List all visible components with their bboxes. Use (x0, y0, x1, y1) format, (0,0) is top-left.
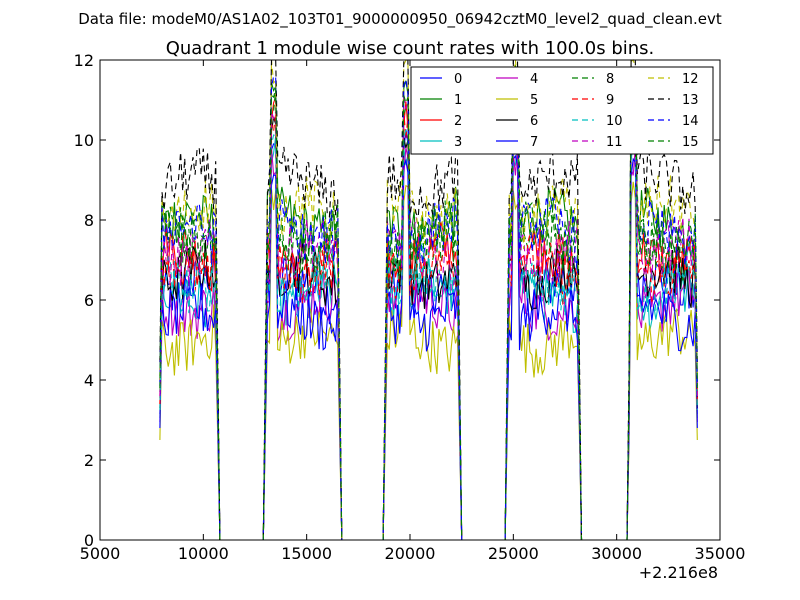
legend-label-12: 12 (682, 72, 699, 87)
legend-label-8: 8 (606, 72, 614, 87)
series-line-8 (159, 88, 698, 541)
series-line-10 (159, 123, 698, 541)
legend-label-3: 3 (454, 135, 462, 150)
legend-label-13: 13 (682, 93, 699, 108)
series-line-5 (159, 181, 698, 541)
axis-ticks: 5000 10000 15000 20000 25000 30000 35000 0 2 4 6 8 1… (74, 51, 746, 563)
x-tick-label: 30000 (591, 544, 642, 563)
legend-label-6: 6 (530, 114, 538, 129)
y-tick-label: 8 (84, 211, 94, 230)
chart-title: Quadrant 1 module wise count rates with … (166, 38, 655, 59)
series-line-9 (159, 111, 698, 541)
legend-label-15: 15 (682, 135, 699, 150)
data-file-label: Data file: modeM0/AS1A02_103T01_90000009… (78, 10, 722, 29)
x-tick-label: 25000 (488, 544, 539, 563)
y-tick-label: 6 (84, 291, 94, 310)
series-line-11 (159, 93, 698, 541)
y-tick-label: 2 (84, 451, 94, 470)
legend-label-5: 5 (530, 93, 538, 108)
y-tick-label: 12 (74, 51, 94, 70)
y-tick-label: 0 (84, 531, 94, 550)
x-tick-label: 15000 (281, 544, 332, 563)
legend-label-4: 4 (530, 72, 538, 87)
x-tick-label: 5000 (80, 544, 121, 563)
legend-label-1: 1 (454, 93, 462, 108)
x-tick-label: 10000 (178, 544, 229, 563)
series-line-14 (159, 72, 698, 541)
series-line-6 (159, 117, 698, 541)
legend-label-2: 2 (454, 114, 462, 129)
legend-label-9: 9 (606, 93, 614, 108)
series-line-0 (159, 129, 698, 541)
x-tick-label: 20000 (385, 544, 436, 563)
y-tick-label: 10 (74, 131, 94, 150)
y-tick-label: 4 (84, 371, 94, 390)
legend-label-10: 10 (606, 114, 623, 129)
x-offset-label: +2.216e8 (639, 563, 718, 582)
legend-label-7: 7 (530, 135, 538, 150)
x-tick-label: 35000 (695, 544, 746, 563)
legend-label-0: 0 (454, 72, 462, 87)
legend-box (410, 66, 714, 155)
series-line-2 (159, 97, 698, 541)
legend-label-11: 11 (606, 135, 623, 150)
legend-label-14: 14 (682, 114, 699, 129)
